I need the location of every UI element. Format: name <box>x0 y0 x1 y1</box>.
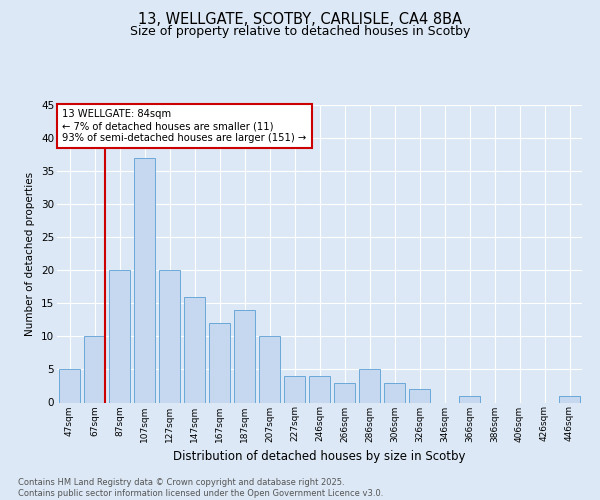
Y-axis label: Number of detached properties: Number of detached properties <box>25 172 35 336</box>
Bar <box>559 396 580 402</box>
Bar <box>159 270 180 402</box>
Text: 13, WELLGATE, SCOTBY, CARLISLE, CA4 8BA: 13, WELLGATE, SCOTBY, CARLISLE, CA4 8BA <box>138 12 462 28</box>
Bar <box>409 390 430 402</box>
Bar <box>84 336 105 402</box>
Bar <box>284 376 305 402</box>
Bar <box>209 323 230 402</box>
X-axis label: Distribution of detached houses by size in Scotby: Distribution of detached houses by size … <box>173 450 466 463</box>
Bar <box>459 396 480 402</box>
Bar <box>334 382 355 402</box>
Text: Size of property relative to detached houses in Scotby: Size of property relative to detached ho… <box>130 25 470 38</box>
Bar <box>109 270 130 402</box>
Bar <box>184 296 205 403</box>
Bar <box>134 158 155 402</box>
Bar <box>59 370 80 402</box>
Bar <box>384 382 405 402</box>
Text: 13 WELLGATE: 84sqm
← 7% of detached houses are smaller (11)
93% of semi-detached: 13 WELLGATE: 84sqm ← 7% of detached hous… <box>62 110 307 142</box>
Bar <box>309 376 330 402</box>
Bar <box>234 310 255 402</box>
Bar <box>359 370 380 402</box>
Text: Contains HM Land Registry data © Crown copyright and database right 2025.
Contai: Contains HM Land Registry data © Crown c… <box>18 478 383 498</box>
Bar <box>259 336 280 402</box>
